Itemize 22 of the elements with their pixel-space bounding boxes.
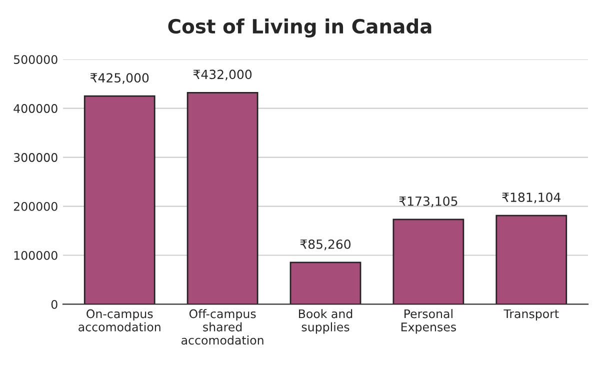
bar (290, 262, 362, 304)
y-tick-label: 300000 (14, 153, 58, 162)
x-tick-label: Book and supplies (298, 309, 352, 334)
y-tick-label: 400000 (14, 104, 58, 113)
bar (392, 218, 464, 304)
x-tick-label: Personal Expenses (401, 309, 456, 334)
data-label: ₹425,000 (90, 73, 149, 84)
x-tick-label: On-campus accomodation (78, 309, 160, 332)
y-tick-label: 500000 (14, 55, 58, 64)
chart-title: Cost of Living in Canada (168, 18, 432, 38)
data-label: ₹173,105 (399, 196, 458, 208)
y-tick-label: 100000 (14, 250, 58, 260)
y-tick-label: 200000 (14, 202, 58, 211)
bar (84, 95, 156, 304)
bar (186, 92, 258, 304)
data-label: ₹432,000 (193, 70, 252, 80)
x-tick-label: Transport (504, 309, 559, 321)
y-tick-label: 0 (51, 300, 58, 309)
bar (496, 214, 568, 304)
data-label: ₹181,104 (502, 192, 561, 204)
data-label: ₹85,260 (300, 239, 351, 250)
x-tick-label: Off-campus shared accomodation (182, 309, 264, 345)
